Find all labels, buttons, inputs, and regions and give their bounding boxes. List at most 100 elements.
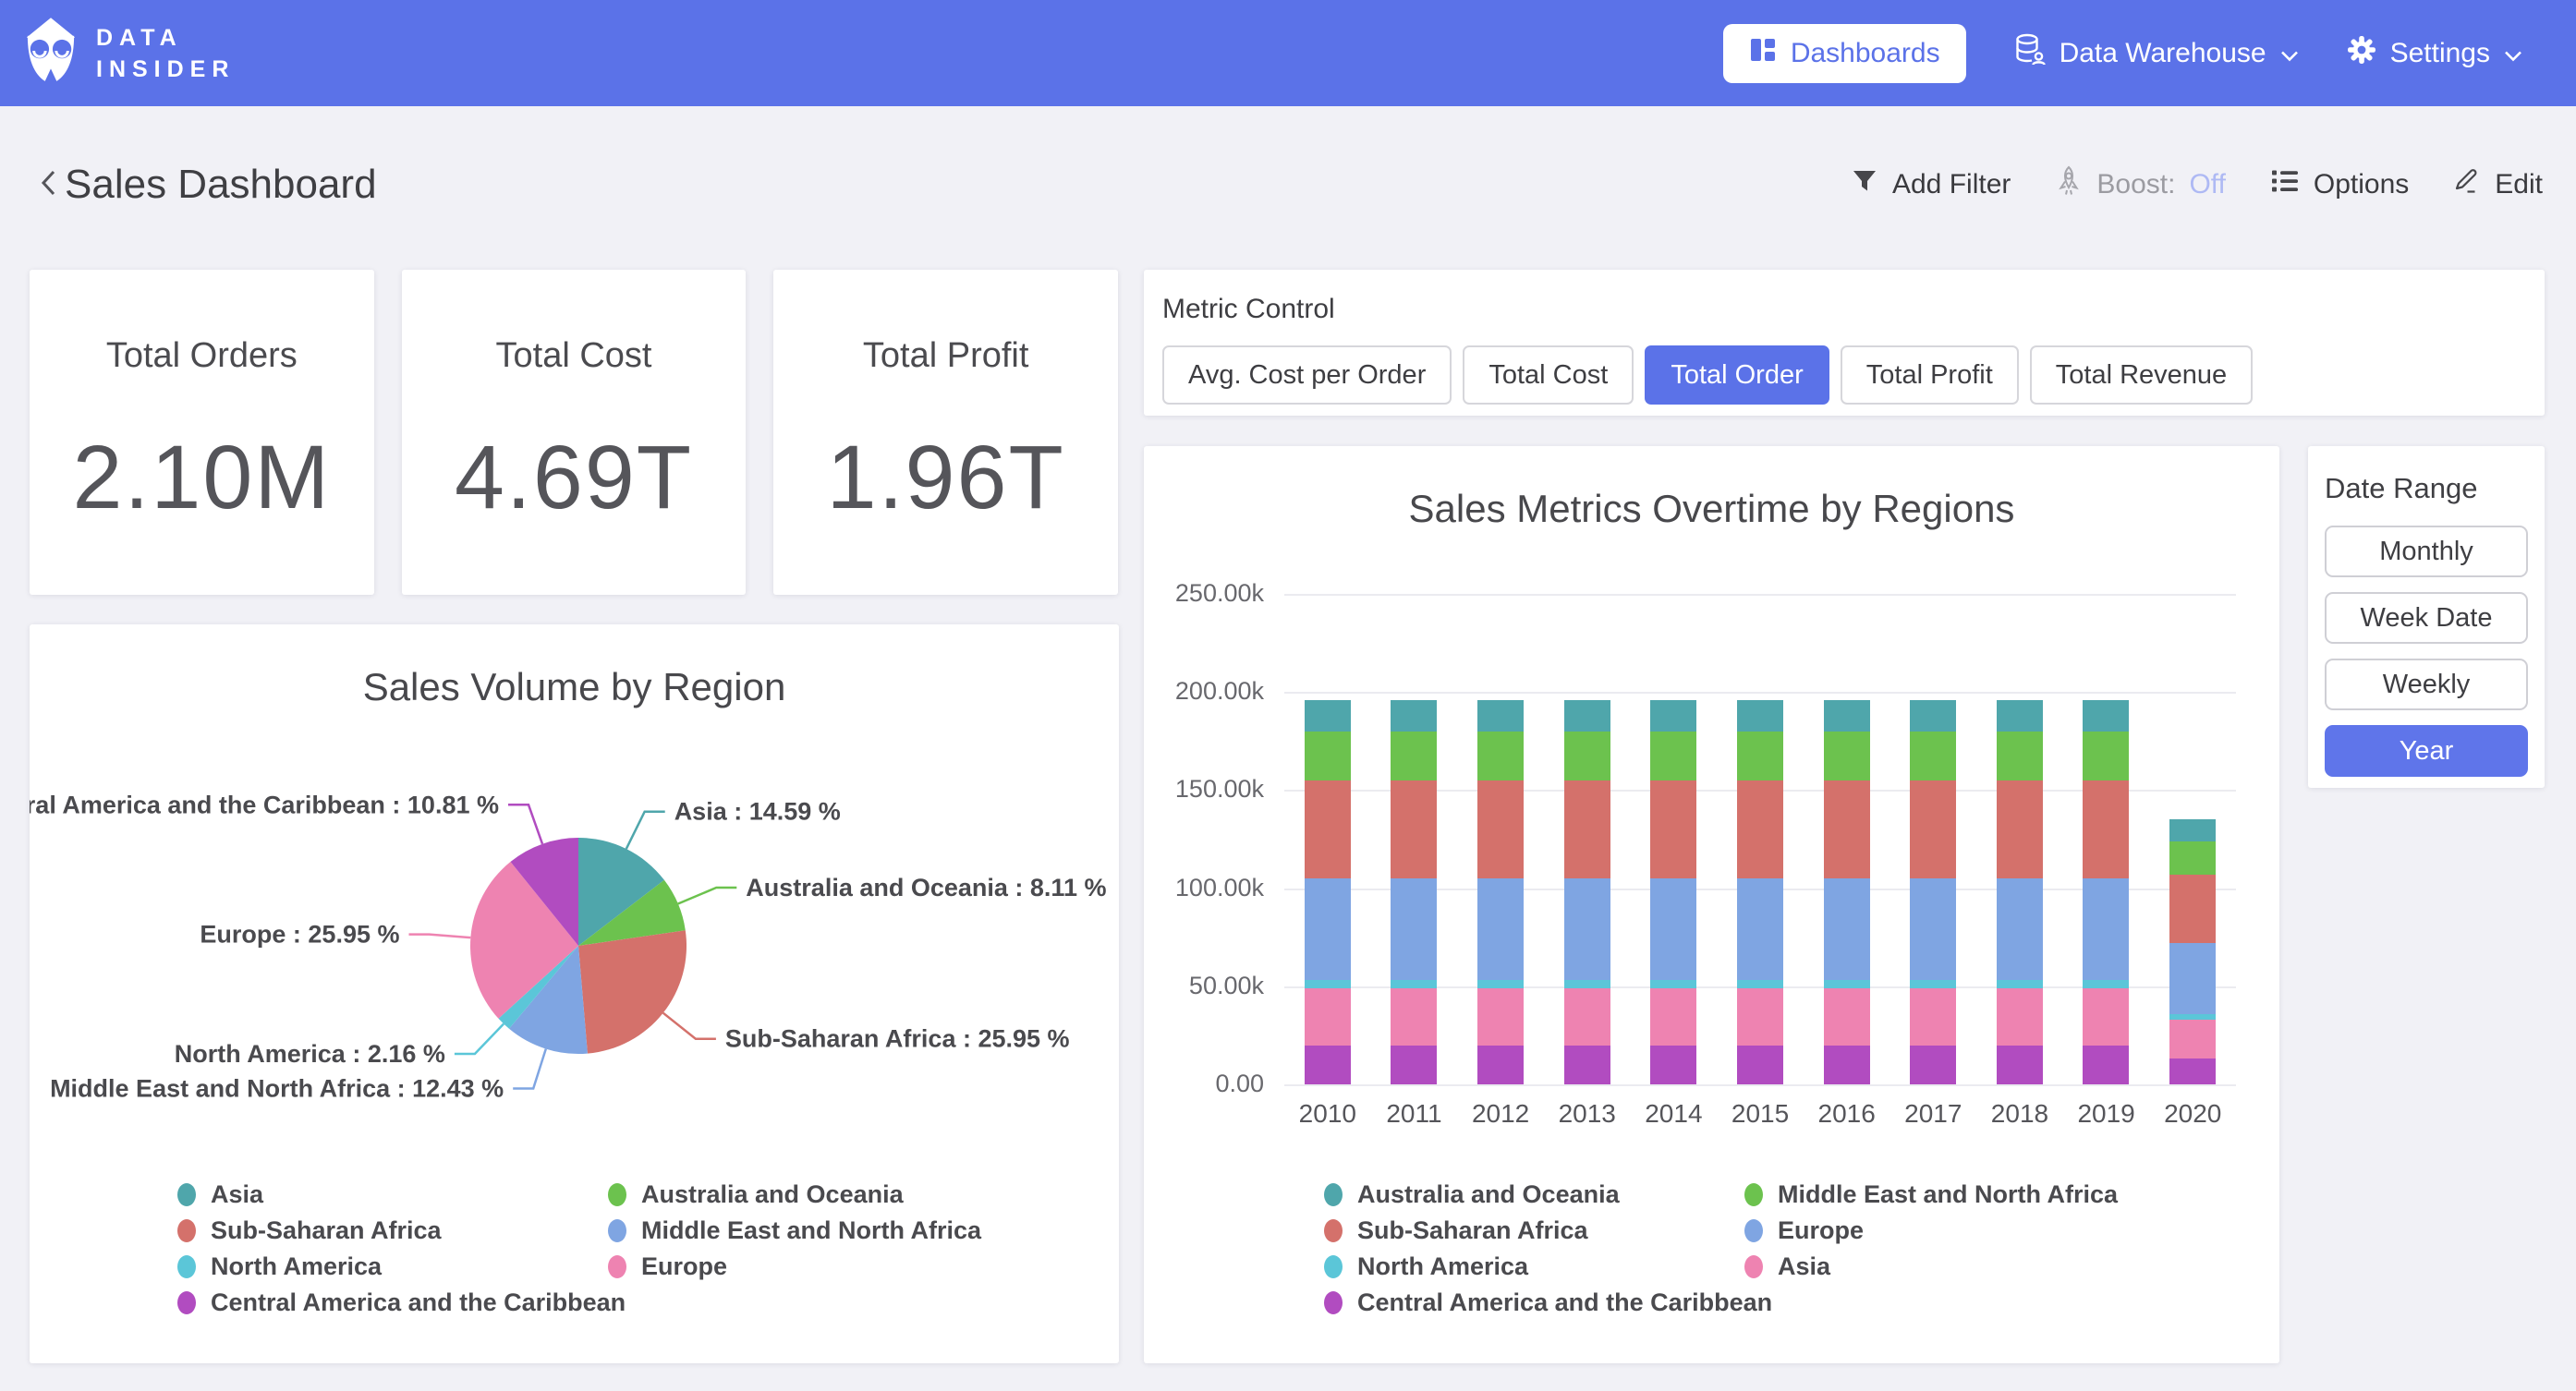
bar-segment-australia-and-oceania xyxy=(1563,699,1610,732)
metric-option-total-revenue[interactable]: Total Revenue xyxy=(2029,345,2254,405)
bar-segment-middle-east-and-north-africa xyxy=(1650,731,1697,780)
legend-item-europe[interactable]: Europe xyxy=(1744,1213,2118,1249)
legend-item-middle-east-and-north-africa[interactable]: Middle East and North Africa xyxy=(608,1213,981,1249)
bar-segment-asia xyxy=(1391,987,1438,1046)
bar-segment-north-america xyxy=(1650,980,1697,988)
top-navbar: DATA INSIDER Dashboards xyxy=(0,0,2576,106)
legend-item-australia-and-oceania[interactable]: Australia and Oceania xyxy=(1324,1177,1772,1213)
brand[interactable]: DATA INSIDER xyxy=(24,16,235,91)
bar-segment-australia-and-oceania xyxy=(1910,699,1957,732)
bar-segment-sub-saharan-africa xyxy=(1391,780,1438,879)
metric-option-total-order[interactable]: Total Order xyxy=(1645,345,1829,405)
pie-slice-australia-and-oceania xyxy=(578,879,686,946)
x-axis-label: 2015 xyxy=(1731,1099,1790,1128)
database-icon xyxy=(2014,33,2046,74)
rocket-icon xyxy=(2055,165,2083,204)
kpi-value: 4.69T xyxy=(454,426,694,527)
chevron-down-icon xyxy=(2504,38,2522,69)
bar-segment-north-america xyxy=(1736,980,1783,988)
pie-slice-callout-label: Central America and the Caribbean : 10.8… xyxy=(30,791,499,818)
bar-segment-asia xyxy=(1304,987,1351,1046)
edit-button[interactable]: Edit xyxy=(2453,167,2543,202)
options-button[interactable]: Options xyxy=(2270,167,2409,202)
bar-segment-asia xyxy=(1736,987,1783,1046)
back-button[interactable] xyxy=(33,166,65,204)
boost-toggle[interactable]: Boost: Off xyxy=(2055,165,2226,204)
bar-segment-australia-and-oceania xyxy=(1823,699,1870,732)
dashboard-grid-icon xyxy=(1749,36,1777,71)
bar-segment-central-america-and-the-caribbean xyxy=(1391,1045,1438,1084)
date-range-option-week-date[interactable]: Week Date xyxy=(2325,592,2528,644)
stacked-bar-2013 xyxy=(1563,699,1610,1084)
bar-segment-north-america xyxy=(1563,980,1610,988)
legend-item-asia[interactable]: Asia xyxy=(1744,1249,2118,1285)
stacked-bar-2011 xyxy=(1391,699,1438,1084)
metric-control-card: Metric Control Avg. Cost per Order Total … xyxy=(1144,270,2545,416)
bar-segment-central-america-and-the-caribbean xyxy=(1304,1045,1351,1084)
legend-item-north-america[interactable]: North America xyxy=(177,1249,626,1285)
kpi-value: 2.10M xyxy=(72,426,332,527)
bar-segment-sub-saharan-africa xyxy=(1477,780,1525,879)
bar-segment-central-america-and-the-caribbean xyxy=(1650,1045,1697,1084)
bar-segment-australia-and-oceania xyxy=(2169,819,2217,841)
legend-item-sub-saharan-africa[interactable]: Sub-Saharan Africa xyxy=(177,1213,626,1249)
nav-item-settings[interactable]: Settings xyxy=(2347,35,2522,72)
bar-segment-asia xyxy=(1996,987,2043,1046)
legend-item-middle-east-and-north-africa[interactable]: Middle East and North Africa xyxy=(1744,1177,2118,1213)
legend-item-central-america-and-the-caribbean[interactable]: Central America and the Caribbean xyxy=(1324,1285,1772,1321)
legend-dot xyxy=(608,1219,626,1242)
x-axis-label: 2014 xyxy=(1645,1099,1703,1128)
legend-item-sub-saharan-africa[interactable]: Sub-Saharan Africa xyxy=(1324,1213,1772,1249)
bar-segment-north-america xyxy=(1823,980,1870,988)
bar-segment-australia-and-oceania xyxy=(1996,699,2043,732)
bar-segment-australia-and-oceania xyxy=(1391,699,1438,732)
x-axis-label: 2020 xyxy=(2164,1099,2222,1128)
list-icon xyxy=(2270,167,2300,202)
legend-label: Sub-Saharan Africa xyxy=(1357,1216,1588,1244)
page-header: Sales Dashboard Add Filter Boost: Off xyxy=(0,139,2576,231)
bar-segment-central-america-and-the-caribbean xyxy=(1563,1045,1610,1084)
nav-item-dashboards[interactable]: Dashboards xyxy=(1722,23,1966,83)
bar-segment-middle-east-and-north-africa xyxy=(2083,731,2130,780)
bar-segment-australia-and-oceania xyxy=(2083,699,2130,732)
bar-segment-north-america xyxy=(1304,980,1351,988)
date-range-option-monthly[interactable]: Monthly xyxy=(2325,526,2528,577)
legend-item-europe[interactable]: Europe xyxy=(608,1249,981,1285)
legend-item-asia[interactable]: Asia xyxy=(177,1177,626,1213)
bar-segment-europe xyxy=(1910,878,1957,981)
y-axis-tick-label: 200.00k xyxy=(1174,677,1264,706)
bar-segment-north-america xyxy=(1910,980,1957,988)
metric-option-total-cost[interactable]: Total Cost xyxy=(1463,345,1634,405)
pie-slice-callout-label: North America : 2.16 % xyxy=(175,1040,445,1068)
legend-label: Central America and the Caribbean xyxy=(211,1288,626,1316)
date-range-option-weekly[interactable]: Weekly xyxy=(2325,659,2528,710)
nav-item-data-warehouse[interactable]: Data Warehouse xyxy=(2014,33,2299,74)
stacked-bar-2019 xyxy=(2083,699,2130,1084)
stacked-bar-2020 xyxy=(2169,819,2217,1084)
bar-segment-central-america-and-the-caribbean xyxy=(2169,1058,2217,1084)
pie-slice-central-america-and-the-caribbean xyxy=(510,838,578,946)
legend-item-north-america[interactable]: North America xyxy=(1324,1249,1772,1285)
add-filter-button[interactable]: Add Filter xyxy=(1851,167,2011,202)
metric-option-total-profit[interactable]: Total Profit xyxy=(1840,345,2019,405)
y-axis-tick-label: 50.00k xyxy=(1188,971,1264,999)
bar-segment-europe xyxy=(1304,878,1351,981)
pie-slice-callout-label: Australia and Oceania : 8.11 % xyxy=(746,874,1106,901)
kpi-value: 1.96T xyxy=(826,426,1065,527)
date-range-option-year[interactable]: Year xyxy=(2325,725,2528,777)
bar-segment-australia-and-oceania xyxy=(1650,699,1697,732)
stacked-bar-2018 xyxy=(1996,699,2043,1084)
legend-item-central-america-and-the-caribbean[interactable]: Central America and the Caribbean xyxy=(177,1285,626,1321)
pie-label-line xyxy=(508,804,544,845)
metric-option-avg-cost-per-order[interactable]: Avg. Cost per Order xyxy=(1162,345,1452,405)
bar-segment-europe xyxy=(1563,878,1610,981)
legend-dot xyxy=(608,1255,626,1278)
bar-segment-sub-saharan-africa xyxy=(1996,780,2043,879)
bar-segment-central-america-and-the-caribbean xyxy=(2083,1045,2130,1084)
legend-label: Central America and the Caribbean xyxy=(1357,1288,1773,1316)
header-actions: Add Filter Boost: Off xyxy=(1851,165,2543,204)
kpi-label: Total Profit xyxy=(862,335,1029,375)
legend-dot xyxy=(1744,1183,1763,1206)
legend-item-australia-and-oceania[interactable]: Australia and Oceania xyxy=(608,1177,981,1213)
options-label: Options xyxy=(2313,169,2410,200)
